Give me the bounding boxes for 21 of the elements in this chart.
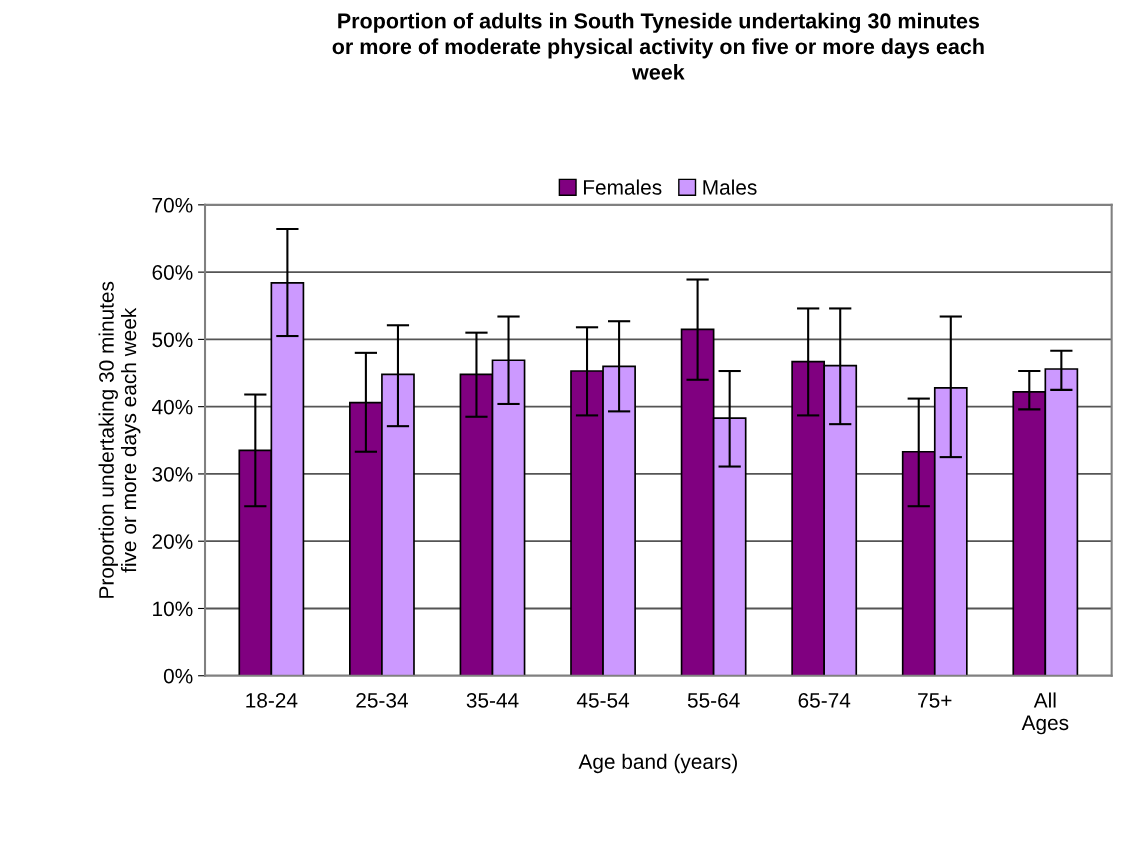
x-tick-label: 75+ (918, 693, 952, 708)
chart-title: Proportion of adults in South Tyneside undertaking 30 minutes or more of moderate physical activity on five or more days each week (332, 12, 984, 80)
y-tick-label: 70% (152, 197, 193, 213)
y-tick-label: 10% (153, 601, 193, 617)
x-tick-label: 65-74 (798, 692, 851, 708)
legend-label: Females (583, 179, 662, 195)
y-tick-label: 30% (152, 466, 193, 482)
legend-label: Males (703, 179, 757, 195)
x-tick-label: 18-24 (246, 692, 298, 708)
y-tick-label: 50% (152, 332, 193, 348)
y-tick-label: 20% (152, 534, 193, 549)
x-tick-label: 35-44 (466, 692, 519, 708)
x-axis-title: Age band (years) (578, 753, 737, 774)
x-tick-label: 25-34 (356, 692, 408, 708)
x-tick-label: 45-54 (576, 693, 630, 708)
y-axis-title: Proportion undertaking 30 minutes five or more days each week (98, 281, 141, 598)
x-tick-label: All Ages (1021, 692, 1069, 735)
y-tick-label: 60% (152, 265, 193, 280)
x-tick-label: 55-64 (687, 692, 740, 708)
y-tick-label: 40% (152, 399, 193, 415)
y-tick-label: 0% (163, 668, 193, 684)
